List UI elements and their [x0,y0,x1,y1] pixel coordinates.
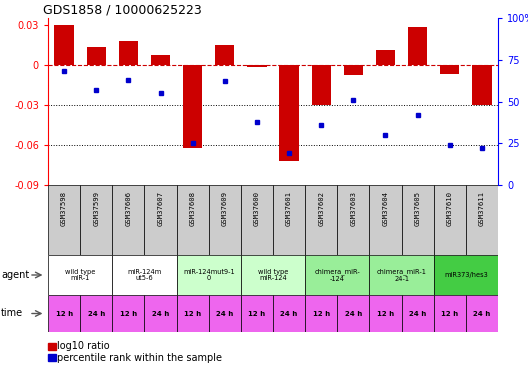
Text: 24 h: 24 h [152,310,169,316]
Text: wild type
miR-124: wild type miR-124 [258,269,288,281]
Bar [80,295,112,332]
Bar [433,295,466,332]
Bar [151,56,170,65]
Bar [183,65,202,148]
Text: GSM37602: GSM37602 [318,190,324,226]
Bar [112,185,145,255]
Text: time: time [1,309,23,318]
Bar [337,185,370,255]
Text: GSM37610: GSM37610 [447,190,453,226]
Text: GSM37609: GSM37609 [222,190,228,226]
Bar [408,27,427,65]
Text: 12 h: 12 h [248,310,266,316]
Bar [273,295,305,332]
Bar [145,185,176,255]
Bar [87,47,106,65]
Bar [370,185,402,255]
Bar [112,255,176,295]
Bar [48,295,80,332]
Bar [433,185,466,255]
Text: 12 h: 12 h [120,310,137,316]
Text: 12 h: 12 h [441,310,458,316]
Text: 24 h: 24 h [216,310,233,316]
Bar [279,65,299,161]
Text: chimera_miR-
-124: chimera_miR- -124 [314,268,360,282]
Text: log10 ratio: log10 ratio [58,341,110,351]
Text: GSM37607: GSM37607 [157,190,164,226]
Bar [145,295,176,332]
Text: 24 h: 24 h [88,310,105,316]
Bar [209,295,241,332]
Text: miR373/hes3: miR373/hes3 [444,272,488,278]
Bar [337,295,370,332]
Bar [440,65,459,74]
Text: GSM37600: GSM37600 [254,190,260,226]
Text: GSM37599: GSM37599 [93,190,99,226]
Bar [176,295,209,332]
Text: GSM37598: GSM37598 [61,190,67,226]
Bar [48,185,80,255]
Bar [312,65,331,105]
Text: GDS1858 / 10000625223: GDS1858 / 10000625223 [43,3,202,16]
Text: 24 h: 24 h [473,310,491,316]
Bar [370,295,402,332]
Bar [273,185,305,255]
Bar [370,255,433,295]
Bar [176,255,241,295]
Text: GSM37608: GSM37608 [190,190,196,226]
Bar [112,295,145,332]
Bar [209,185,241,255]
Bar [305,295,337,332]
Bar [466,185,498,255]
Text: GSM37611: GSM37611 [479,190,485,226]
Text: chimera_miR-1
24-1: chimera_miR-1 24-1 [376,268,427,282]
Bar [48,255,112,295]
Text: 12 h: 12 h [313,310,330,316]
Text: GSM37606: GSM37606 [125,190,131,226]
Bar [344,65,363,75]
Bar [402,185,433,255]
Text: 24 h: 24 h [280,310,298,316]
Bar [241,255,305,295]
Bar [376,50,395,65]
Bar [215,45,234,65]
Text: miR-124m
ut5-6: miR-124m ut5-6 [127,269,162,281]
Bar [466,295,498,332]
Text: miR-124mut9-1
0: miR-124mut9-1 0 [183,269,234,281]
Text: GSM37603: GSM37603 [351,190,356,226]
Bar [241,295,273,332]
Text: percentile rank within the sample: percentile rank within the sample [58,353,222,363]
Bar [472,65,492,105]
Bar [54,25,74,65]
Bar [241,185,273,255]
Bar [402,295,433,332]
Text: 24 h: 24 h [345,310,362,316]
Bar [433,255,498,295]
Text: agent: agent [1,270,30,280]
Bar [247,65,267,68]
Text: 12 h: 12 h [55,310,73,316]
Text: GSM37605: GSM37605 [414,190,421,226]
Text: GSM37601: GSM37601 [286,190,292,226]
Text: 12 h: 12 h [377,310,394,316]
Bar [119,41,138,65]
Text: GSM37604: GSM37604 [382,190,389,226]
Bar [176,185,209,255]
Bar [305,255,370,295]
Text: wild type
miR-1: wild type miR-1 [65,269,96,281]
Bar [80,185,112,255]
Text: 24 h: 24 h [409,310,426,316]
Bar [305,185,337,255]
Text: 12 h: 12 h [184,310,201,316]
